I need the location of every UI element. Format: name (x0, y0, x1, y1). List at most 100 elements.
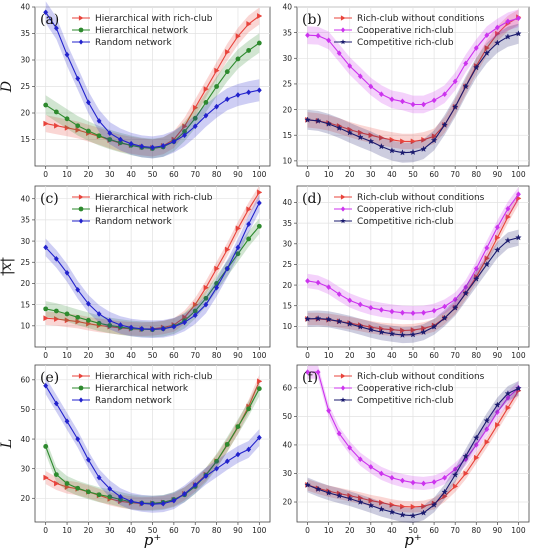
data-point (442, 474, 448, 481)
x-tick-label: 100 (252, 170, 267, 179)
data-point (203, 301, 209, 308)
data-point (378, 91, 384, 98)
data-point (224, 96, 230, 103)
data-point (431, 97, 437, 104)
data-point (336, 291, 342, 298)
y-tick-label: 50 (282, 412, 292, 421)
data-point (378, 470, 384, 477)
data-point (54, 122, 60, 129)
legend-label: Competitive rich-club (357, 396, 454, 406)
data-point (378, 143, 385, 150)
data-point (235, 424, 241, 430)
data-point (400, 327, 406, 334)
x-tick-label: 60 (169, 526, 179, 535)
y-tick-label: 20 (20, 109, 30, 118)
legend-label: Random network (95, 217, 172, 227)
data-point (214, 67, 220, 74)
data-point (214, 465, 220, 472)
data-point (368, 132, 374, 139)
data-point (171, 323, 177, 330)
data-point (256, 223, 262, 229)
data-point (203, 112, 209, 119)
data-point (107, 485, 113, 492)
data-point (96, 133, 102, 139)
data-point (378, 505, 385, 512)
y-tick-label: 15 (20, 300, 30, 309)
panel-c: 0 10 20 30 40 50 60 70 80 90 100 10 15 20 25 30 35 40 Hier… (0, 185, 271, 360)
confidence-band (307, 229, 519, 344)
data-point (410, 479, 416, 486)
x-tick-label: 0 (43, 170, 48, 179)
data-point (452, 483, 459, 490)
data-point (494, 401, 501, 408)
data-point (75, 436, 81, 442)
data-point (368, 463, 374, 470)
legend-label: Cooperative rich-club (357, 26, 454, 36)
data-point (256, 434, 262, 441)
data-point (494, 246, 501, 253)
data-point (235, 451, 241, 458)
data-point (473, 454, 480, 461)
confidence-band (307, 192, 519, 337)
legend-marker (78, 15, 84, 21)
legend-marker (340, 206, 346, 212)
data-point (409, 148, 417, 155)
x-tick-label: 0 (305, 351, 310, 360)
data-point (335, 317, 343, 325)
data-point (326, 407, 332, 414)
data-point (483, 49, 491, 56)
data-point (325, 315, 332, 323)
data-point (325, 489, 332, 496)
x-tick-label: 80 (212, 351, 222, 360)
x-tick-label: 20 (84, 170, 94, 179)
data-point (203, 100, 209, 105)
data-point (431, 307, 437, 314)
data-point (421, 503, 427, 510)
data-point (389, 474, 395, 481)
panel-e: 0 10 20 30 40 50 60 70 80 90 100 20 30 40 50 60 Hierarch… (0, 364, 271, 535)
y-tick-label: 15 (20, 135, 30, 144)
y-tick-label: 15 (282, 301, 292, 310)
data-point (256, 87, 262, 94)
x-tick-label: 70 (190, 351, 200, 360)
x-tick-label: 90 (233, 170, 243, 179)
panel-b: 0 10 20 30 40 50 60 70 80 90 100 10 15 20 25 30 35 40 Rich… (282, 3, 530, 179)
x-tick-label: 80 (471, 351, 481, 360)
x-tick-label: 50 (408, 351, 418, 360)
data-point (357, 456, 363, 463)
data-point (441, 314, 448, 321)
data-point (118, 140, 123, 146)
x-tick-label: 40 (126, 170, 136, 179)
y-tick-label: 40 (282, 198, 292, 207)
data-point (64, 311, 70, 317)
data-point (214, 284, 220, 291)
panel-label: (a) (40, 12, 59, 28)
data-point (367, 326, 375, 333)
data-point (430, 323, 438, 330)
data-point (257, 378, 263, 385)
x-tick-label: 0 (43, 351, 48, 360)
y-tick-label: 35 (20, 29, 30, 38)
confidence-band (307, 9, 519, 114)
legend-label: Competitive rich-club (357, 217, 454, 227)
data-point (96, 492, 102, 498)
data-point (483, 417, 491, 424)
data-point (421, 480, 427, 487)
data-point (367, 501, 375, 509)
data-point (64, 418, 70, 425)
data-point (75, 485, 81, 491)
data-point (75, 75, 81, 82)
data-point (463, 470, 469, 477)
data-point (315, 369, 321, 376)
data-point (389, 96, 395, 103)
legend-label: Random network (95, 396, 172, 406)
data-point (64, 481, 70, 486)
data-point (484, 439, 490, 446)
data-point (494, 39, 501, 46)
y-tick-label: 10 (282, 157, 292, 166)
data-point (336, 430, 342, 437)
data-point (107, 317, 113, 324)
data-point (431, 479, 437, 485)
y-tick-label: 30 (20, 237, 30, 246)
confidence-band (307, 23, 519, 163)
